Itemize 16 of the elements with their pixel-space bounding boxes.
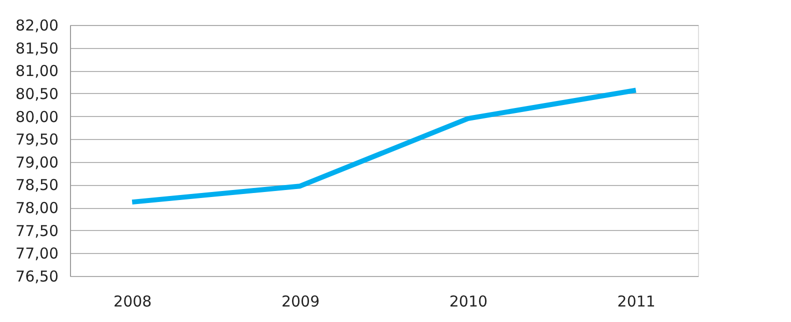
x-tick-label: 2011 (617, 292, 656, 310)
y-tick-label: 78,50 (16, 176, 58, 194)
y-tick-label: 81,50 (16, 39, 58, 58)
y-tick-label: 82,00 (16, 16, 58, 34)
y-tick-label: 77,00 (16, 244, 58, 263)
y-tick-label: 77,50 (16, 222, 58, 240)
x-tick-label: 2009 (281, 292, 320, 310)
y-tick-label: 80,50 (16, 84, 58, 103)
y-tick-label: 79,50 (16, 130, 58, 149)
x-tick-label: 2010 (449, 292, 488, 310)
y-tick-label: 80,00 (16, 108, 58, 126)
y-tick-label: 78,00 (16, 199, 58, 218)
y-tick-label: 81,00 (16, 62, 58, 80)
x-tick-label: 2008 (114, 292, 152, 310)
y-tick-label: 79,00 (16, 153, 58, 172)
y-tick-label: 76,50 (16, 268, 58, 286)
